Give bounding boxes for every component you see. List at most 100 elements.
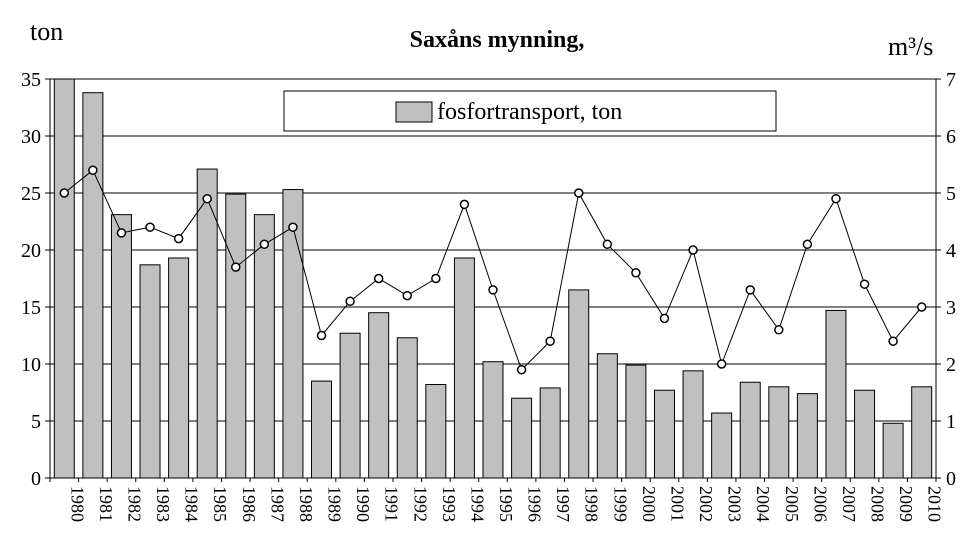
bar <box>453 257 475 479</box>
x-tick-label: 1989 <box>325 486 345 522</box>
line-point <box>459 199 470 210</box>
right-tick-label: 5 <box>946 183 956 205</box>
line-point <box>259 239 270 250</box>
line-point <box>774 325 784 335</box>
x-tick-label: 1980 <box>67 486 87 522</box>
legend-label: fosfortransport, ton <box>437 99 622 125</box>
axes <box>49 79 937 479</box>
bar <box>368 312 390 479</box>
bar <box>882 422 904 479</box>
left-tick-label: 10 <box>21 354 41 376</box>
x-tick-label: 1998 <box>582 486 602 522</box>
x-tick-label: 2003 <box>725 486 745 522</box>
legend-box <box>283 90 777 132</box>
bar <box>682 370 704 479</box>
right-tick-label: 1 <box>946 411 956 433</box>
right-tick-label: 6 <box>946 126 956 148</box>
line-point <box>688 245 698 255</box>
bar <box>482 361 504 479</box>
line-point <box>802 239 813 250</box>
bar <box>568 289 590 479</box>
line-point <box>345 296 355 307</box>
line-point <box>745 285 755 295</box>
bar <box>796 393 818 479</box>
bar <box>539 387 561 479</box>
line-point <box>373 273 384 284</box>
bar <box>282 189 304 479</box>
x-tick-label: 2004 <box>753 486 773 522</box>
bar <box>225 193 247 479</box>
x-tick-label: 1991 <box>382 486 402 522</box>
bar <box>511 397 533 479</box>
line-point <box>59 188 70 198</box>
x-tick-label: 2000 <box>639 486 659 522</box>
bar <box>53 78 75 479</box>
x-tick-label: 2005 <box>782 486 802 522</box>
line-point <box>659 313 670 324</box>
line-point <box>631 268 641 278</box>
x-tick-label: 2002 <box>696 486 716 522</box>
bar <box>739 381 761 479</box>
chart-title: Saxåns mynning, <box>410 27 585 53</box>
line-point <box>145 222 155 232</box>
x-axis-ticks: 1980 1981 1982 1983 1984 1985 1986 1987 1988 1989… <box>49 478 945 522</box>
x-tick-label: 1997 <box>553 486 573 522</box>
bar <box>911 386 933 479</box>
line-point <box>602 239 613 250</box>
x-tick-label: 2001 <box>667 486 687 522</box>
bar <box>711 412 733 479</box>
line-point <box>431 273 441 284</box>
x-tick-label: 1983 <box>153 486 173 522</box>
line-point <box>916 302 927 312</box>
line-point <box>859 279 870 289</box>
bar <box>653 389 675 479</box>
bar <box>339 332 361 479</box>
right-axis-label: m³/s <box>888 32 933 61</box>
legend: fosfortransport, ton <box>283 90 777 132</box>
x-tick-label: 1981 <box>96 486 116 522</box>
x-tick-label: 2007 <box>839 486 859 522</box>
bar-series <box>53 78 933 479</box>
left-tick-label: 30 <box>21 126 41 148</box>
right-axis-ticks: 0 1 2 3 4 5 6 7 <box>936 69 956 490</box>
left-axis-label: ton <box>30 17 63 46</box>
x-tick-label: 2008 <box>868 486 888 522</box>
line-point <box>316 330 327 341</box>
x-tick-label: 1990 <box>353 486 373 522</box>
line-series <box>59 165 927 375</box>
line-point <box>88 165 98 175</box>
left-axis-ticks: 0 5 10 15 20 25 30 35 <box>21 69 50 490</box>
x-tick-label: 1995 <box>496 486 516 522</box>
right-tick-label: 0 <box>946 468 956 490</box>
left-tick-label: 0 <box>31 468 41 490</box>
line-point <box>831 193 841 204</box>
line-point <box>888 336 898 346</box>
line-point <box>402 290 413 301</box>
line-point <box>716 359 727 369</box>
left-tick-label: 15 <box>21 297 41 319</box>
bar <box>253 214 275 479</box>
left-tick-label: 35 <box>21 69 41 91</box>
x-tick-label: 1984 <box>182 486 202 522</box>
x-tick-label: 1988 <box>296 486 316 522</box>
right-tick-label: 2 <box>946 354 956 376</box>
bar <box>625 364 647 479</box>
x-tick-label: 1999 <box>610 486 630 522</box>
x-tick-label: 1982 <box>124 486 144 522</box>
line-point <box>231 262 241 272</box>
bar <box>596 353 618 479</box>
right-tick-label: 4 <box>946 240 956 262</box>
line-point <box>202 193 212 204</box>
line-point <box>173 233 184 244</box>
bar <box>168 257 190 479</box>
bar <box>768 386 790 479</box>
bar <box>825 309 847 479</box>
left-tick-label: 25 <box>21 183 41 205</box>
line-point <box>116 228 127 238</box>
x-tick-label: 1987 <box>267 486 287 522</box>
left-tick-label: 20 <box>21 240 41 262</box>
line-point <box>288 222 298 232</box>
right-tick-label: 3 <box>946 297 956 319</box>
legend-swatch <box>395 101 433 123</box>
